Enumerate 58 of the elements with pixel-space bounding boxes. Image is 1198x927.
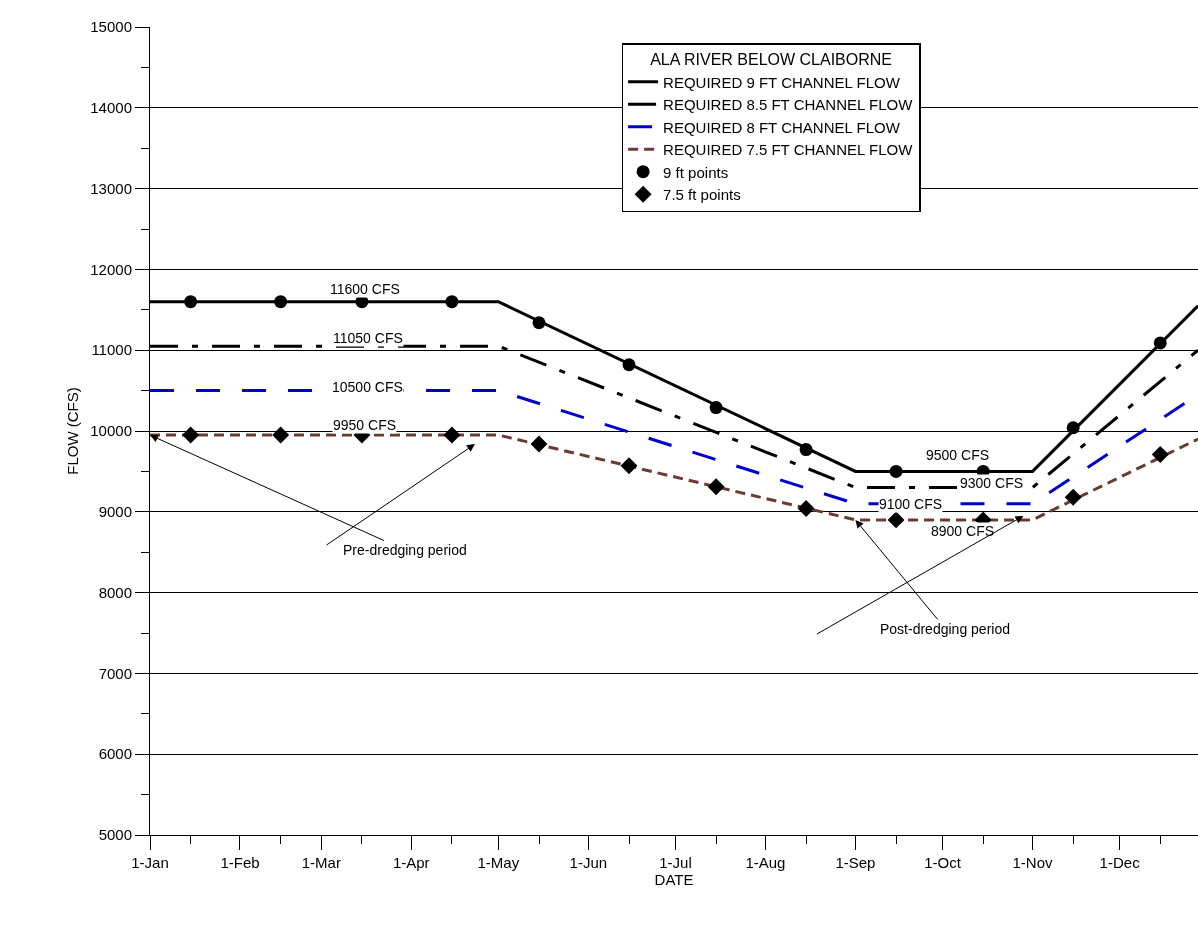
y-tick-label: 6000: [98, 745, 132, 763]
legend-label: REQUIRED 8.5 FT CHANNEL FLOW: [663, 96, 914, 114]
annotation: 9100 CFS: [879, 496, 943, 512]
legend-label: 9 ft points: [663, 163, 729, 181]
y-tick-label: 15000: [90, 18, 132, 36]
x-tick-label: 1-Oct: [924, 854, 962, 871]
y-tick-label: 8000: [98, 583, 132, 601]
annotation: Pre-dredging period: [343, 542, 467, 558]
y-tick-label: 12000: [90, 260, 132, 278]
point: [799, 443, 813, 457]
point: [707, 478, 725, 496]
y-tick-label: 11000: [91, 341, 132, 359]
y-tick-label: 10000: [90, 422, 132, 440]
point: [622, 358, 636, 372]
y-tick-label: 5000: [98, 826, 132, 844]
annotation: 9950 CFS: [333, 417, 397, 433]
x-axis-title: DATE: [654, 871, 694, 888]
point: [709, 401, 723, 415]
point: [1153, 336, 1167, 350]
point: [1066, 421, 1080, 435]
point: [620, 457, 638, 475]
point: [797, 500, 815, 518]
annotation: 9300 CFS: [960, 475, 1024, 491]
point: [445, 295, 459, 309]
annotation: 11600 CFS: [330, 281, 400, 297]
y-tick-label: 13000: [90, 179, 132, 197]
point: [532, 316, 546, 330]
y-tick-label: 7000: [98, 664, 132, 682]
legend-label: REQUIRED 9 FT CHANNEL FLOW: [663, 73, 901, 91]
x-tick-label: 1-Nov: [1012, 854, 1054, 871]
y-tick-label: 14000: [90, 99, 132, 117]
point: [1064, 488, 1082, 506]
x-tick-label: 1-Feb: [220, 854, 260, 871]
x-tick-label: 1-Jan: [131, 854, 169, 871]
legend-label: REQUIRED 7.5 FT CHANNEL FLOW: [663, 141, 914, 159]
x-tick-label: 1-Sep: [835, 854, 876, 871]
annotation: 9500 CFS: [926, 447, 990, 463]
x-tick-label: 1-Aug: [745, 854, 786, 871]
annotation: 8900 CFS: [931, 523, 995, 539]
x-tick-label: 1-Apr: [392, 854, 430, 871]
annotation: 10500 CFS: [332, 379, 403, 395]
legend-label: REQUIRED 8 FT CHANNEL FLOW: [663, 118, 901, 136]
x-tick-label: 1-Mar: [301, 854, 341, 871]
annotation: Post-dredging period: [880, 621, 1010, 637]
point: [1151, 445, 1169, 463]
x-tick-label: 1-Jul: [659, 854, 692, 871]
legend-label: 7.5 ft points: [663, 186, 741, 204]
y-axis-title: FLOW (CFS): [63, 387, 81, 475]
y-tick-label: 9000: [98, 503, 132, 521]
point: [887, 511, 905, 529]
x-tick-label: 1-May: [477, 854, 520, 871]
x-tick-label: 1-Dec: [1099, 854, 1141, 871]
annotation: 11050 CFS: [333, 330, 403, 346]
x-tick-label: 1-Jun: [569, 854, 608, 871]
point: [530, 435, 548, 453]
point: [889, 464, 903, 478]
point: [443, 426, 461, 444]
legend-title: ALA RIVER BELOW CLAIBORNE: [650, 51, 893, 69]
